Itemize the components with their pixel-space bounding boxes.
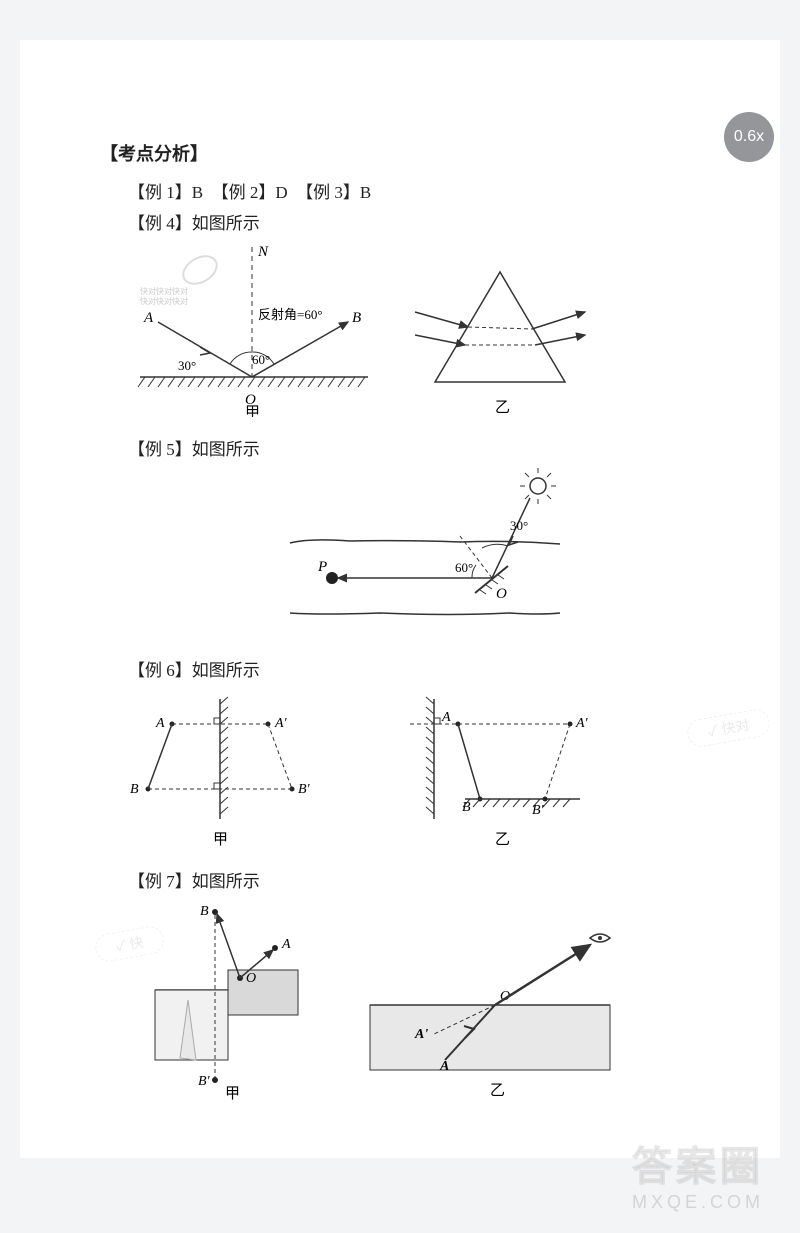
example-5-title: 【例 5】如图所示	[128, 435, 740, 460]
svg-text:A': A'	[414, 1027, 428, 1042]
svg-text:A': A'	[575, 716, 589, 731]
svg-text:乙: 乙	[490, 1083, 505, 1099]
svg-text:B': B'	[532, 803, 545, 818]
svg-text:A: A	[439, 1059, 449, 1074]
example-7-yi-diagram: A A' O 乙	[360, 920, 620, 1100]
example-7-figures: O A B B' 甲 A	[100, 900, 740, 1100]
svg-text:乙: 乙	[495, 400, 510, 416]
svg-text:反射角=60°: 反射角=60°	[258, 307, 323, 322]
example-answers-line: 【例 1】B 【例 2】D 【例 3】B	[128, 178, 740, 203]
example-4-figures: N A B 30° 60° 反射角=60°	[100, 242, 740, 417]
example-5-diagram: P O 30° 60°	[260, 468, 580, 638]
svg-text:O: O	[496, 586, 507, 602]
svg-text:A': A'	[274, 716, 288, 731]
svg-text:甲: 甲	[213, 832, 228, 848]
zoom-badge: 0.6x	[724, 112, 774, 162]
example-6-jia-diagram: A B A' B' 甲	[100, 689, 340, 849]
svg-text:乙: 乙	[495, 832, 510, 848]
bottom-watermark: 答案圈 MXQE.COM	[632, 1134, 764, 1213]
svg-text:B: B	[130, 782, 139, 797]
svg-text:A: A	[155, 716, 165, 731]
svg-text:60°: 60°	[252, 352, 270, 367]
svg-text:30°: 30°	[510, 518, 528, 533]
kuaidui-watermark: ✓ 快对	[685, 707, 772, 749]
section-title: 【考点分析】	[100, 140, 740, 166]
svg-text:快对快对快对: 快对快对快对	[140, 286, 188, 296]
example-4-yi-diagram: 乙	[410, 257, 590, 417]
svg-text:30°: 30°	[178, 358, 196, 373]
svg-text:60°: 60°	[455, 560, 473, 575]
svg-text:甲: 甲	[225, 1086, 240, 1100]
svg-text:N: N	[257, 244, 269, 260]
svg-text:A: A	[441, 710, 451, 725]
example-6-yi-diagram: A B A' B' 乙	[370, 689, 610, 849]
example-4-jia-diagram: N A B 30° 60° 反射角=60°	[100, 242, 380, 417]
example-5-figure: P O 30° 60°	[100, 468, 740, 638]
example-4-title: 【例 4】如图所示	[128, 209, 740, 234]
svg-text:B: B	[200, 904, 209, 919]
svg-text:B: B	[352, 310, 361, 326]
svg-text:甲: 甲	[245, 405, 260, 417]
svg-text:P: P	[317, 559, 327, 575]
svg-text:B': B'	[198, 1074, 211, 1089]
svg-text:B': B'	[298, 782, 311, 797]
svg-text:快对快对快对: 快对快对快对	[140, 296, 188, 306]
svg-text:A: A	[143, 310, 154, 326]
svg-text:O: O	[246, 971, 256, 986]
watermark-url: MXQE.COM	[632, 1192, 764, 1213]
watermark-title: 答案圈	[632, 1134, 764, 1192]
document-page: 【考点分析】 【例 1】B 【例 2】D 【例 3】B 【例 4】如图所示 N …	[20, 40, 780, 1158]
example-6-figures: A B A' B' 甲	[100, 689, 740, 849]
example-6-title: 【例 6】如图所示	[128, 656, 740, 681]
svg-text:A: A	[281, 937, 291, 952]
example-7-title: 【例 7】如图所示	[128, 867, 740, 892]
